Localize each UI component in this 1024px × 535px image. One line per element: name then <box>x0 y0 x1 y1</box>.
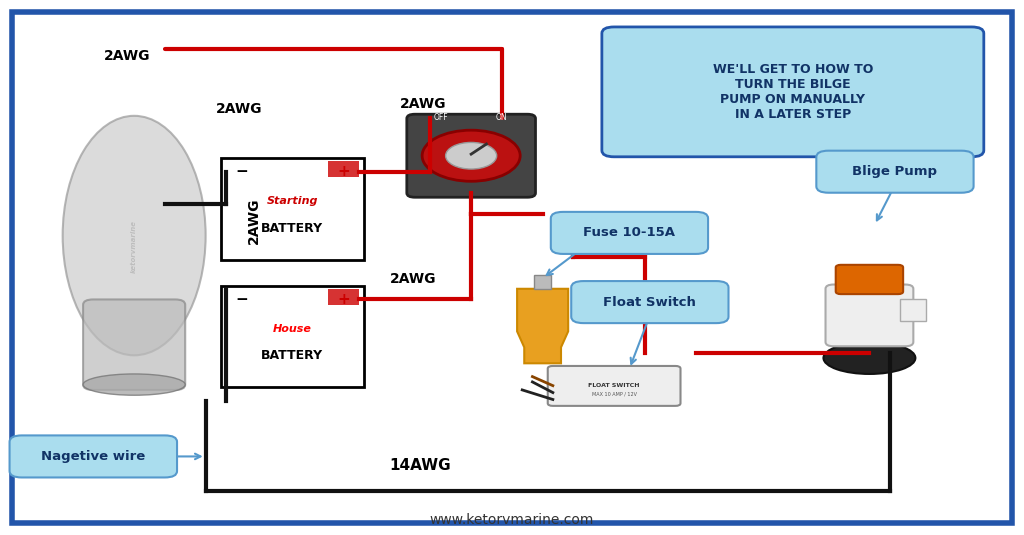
Text: 2AWG: 2AWG <box>103 49 150 63</box>
Text: BATTERY: BATTERY <box>261 349 324 362</box>
Text: 2AWG: 2AWG <box>399 97 446 111</box>
Text: −: − <box>234 164 248 179</box>
Bar <box>535 276 551 289</box>
Text: House: House <box>273 324 312 334</box>
Text: 2AWG: 2AWG <box>389 272 436 286</box>
Ellipse shape <box>823 342 915 374</box>
Text: −: − <box>234 292 248 307</box>
FancyBboxPatch shape <box>816 151 974 193</box>
FancyBboxPatch shape <box>548 366 681 406</box>
Text: 14AWG: 14AWG <box>389 458 452 473</box>
Polygon shape <box>517 289 568 363</box>
Text: Starting: Starting <box>266 196 318 207</box>
Text: FLOAT SWITCH: FLOAT SWITCH <box>589 383 640 388</box>
Text: ketorvmarine: ketorvmarine <box>131 220 137 273</box>
FancyBboxPatch shape <box>9 435 177 477</box>
Ellipse shape <box>83 374 185 395</box>
Text: +: + <box>337 164 350 179</box>
FancyBboxPatch shape <box>221 286 364 387</box>
Text: BATTERY: BATTERY <box>261 221 324 235</box>
FancyBboxPatch shape <box>221 158 364 259</box>
Bar <box>328 161 358 177</box>
Text: 2AWG: 2AWG <box>247 197 260 244</box>
Text: Nagetive wire: Nagetive wire <box>41 450 145 463</box>
FancyBboxPatch shape <box>551 212 708 254</box>
Circle shape <box>445 142 497 169</box>
FancyBboxPatch shape <box>836 265 903 294</box>
Text: WE'LL GET TO HOW TO
TURN THE BILGE
PUMP ON MANUALLY
IN A LATER STEP: WE'LL GET TO HOW TO TURN THE BILGE PUMP … <box>713 63 873 121</box>
Text: Blige Pump: Blige Pump <box>852 165 937 178</box>
Ellipse shape <box>62 116 206 355</box>
FancyBboxPatch shape <box>602 27 984 157</box>
Text: Fuse 10-15A: Fuse 10-15A <box>584 226 676 239</box>
FancyBboxPatch shape <box>83 300 185 390</box>
FancyBboxPatch shape <box>407 114 536 197</box>
Text: OFF: OFF <box>433 112 447 121</box>
Text: ON: ON <box>496 112 508 121</box>
Text: +: + <box>337 292 350 307</box>
FancyBboxPatch shape <box>825 285 913 346</box>
FancyBboxPatch shape <box>571 281 728 323</box>
Text: MAX 10 AMP / 12V: MAX 10 AMP / 12V <box>592 392 637 396</box>
Bar <box>900 300 926 320</box>
Circle shape <box>422 130 520 181</box>
Text: www.ketorvmarine.com: www.ketorvmarine.com <box>430 513 594 528</box>
Text: Float Switch: Float Switch <box>603 296 696 309</box>
Bar <box>328 289 358 305</box>
Text: 2AWG: 2AWG <box>216 102 262 116</box>
